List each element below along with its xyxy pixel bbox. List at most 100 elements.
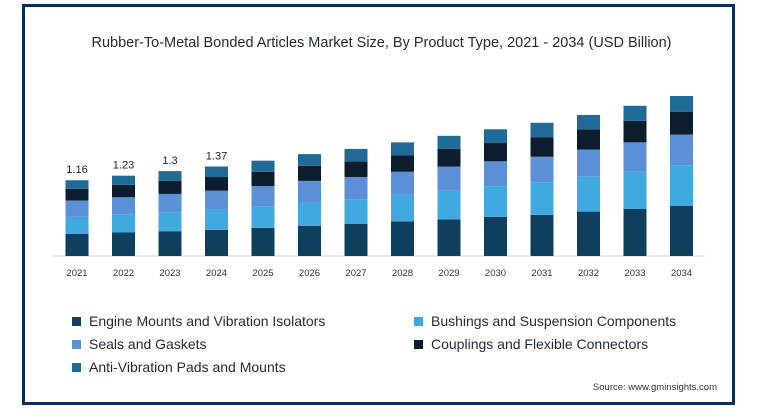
bar-segment <box>623 208 647 256</box>
legend-label: Couplings and Flexible Connectors <box>431 336 649 352</box>
bar-segment <box>298 180 321 203</box>
legend-label: Anti-Vibration Pads and Mounts <box>89 359 286 375</box>
source-note: Source: www.gminsights.com <box>592 382 717 393</box>
bar-segment <box>344 224 368 256</box>
bar-segment <box>205 166 228 177</box>
bar-segment <box>158 212 182 232</box>
bar-segment <box>437 148 461 167</box>
bar-segment <box>205 176 228 191</box>
bar-segment <box>577 211 600 256</box>
bar-segment <box>158 193 182 213</box>
legend-swatch <box>72 316 81 326</box>
bar-segment <box>577 176 600 212</box>
bar-segment <box>437 219 461 256</box>
bar-segment <box>530 214 554 256</box>
total-data-label: 1.3 <box>162 155 177 167</box>
bar-segment <box>344 176 368 200</box>
x-tick-label: 2033 <box>624 268 645 279</box>
bar-segment <box>205 190 228 210</box>
bar-segment <box>484 186 507 217</box>
bar-segment <box>251 186 275 207</box>
x-tick-label: 2027 <box>345 268 366 279</box>
bar-segment <box>623 171 647 209</box>
bar-segment <box>205 229 228 256</box>
bar-segment <box>391 221 414 256</box>
bar-segment <box>391 194 414 222</box>
bar-segment <box>530 137 554 157</box>
legend-anti-vibration-pads: Anti-Vibration Pads and Mounts <box>72 359 286 375</box>
legend-swatch <box>414 316 423 326</box>
legend-swatch <box>72 362 81 372</box>
total-data-label: 1.16 <box>66 164 87 176</box>
legend-seals-gaskets: Seals and Gaskets <box>72 336 207 352</box>
x-tick-label: 2034 <box>671 268 692 279</box>
stacked-bar-chart: 2021 1.16 2022 1.23 2023 1.3 2024 1.37 2025 2026 2… <box>52 96 705 279</box>
bar-segment <box>251 171 275 187</box>
bar-segment <box>158 171 182 181</box>
legend-label: Engine Mounts and Vibration Isolators <box>89 313 326 329</box>
bar-segment <box>391 142 414 156</box>
bar-segment <box>530 156 554 183</box>
legend-swatch <box>414 339 423 349</box>
bar-segment <box>298 225 321 256</box>
bar-segment <box>251 206 275 228</box>
bar-segment <box>530 122 554 138</box>
x-tick-label: 2022 <box>113 268 134 279</box>
legend-bushings: Bushings and Suspension Components <box>414 313 676 329</box>
legend-label: Seals and Gaskets <box>89 336 207 352</box>
x-tick-label: 2031 <box>531 268 552 279</box>
bar-segment <box>484 143 507 162</box>
bar-segment <box>344 199 368 224</box>
x-tick-label: 2021 <box>66 268 87 279</box>
legend-label: Bushings and Suspension Components <box>431 313 677 329</box>
bar-segment <box>251 160 275 172</box>
bar-segment <box>484 161 507 187</box>
x-tick-label: 2026 <box>299 268 320 279</box>
bar-segment <box>251 227 275 256</box>
bar-segment <box>205 209 228 230</box>
bar-segment <box>670 134 693 166</box>
bar-segment <box>437 190 461 220</box>
bar-segment <box>484 216 507 256</box>
bar-segment <box>670 165 693 206</box>
bar-segment <box>112 214 135 233</box>
x-tick-label: 2030 <box>485 268 506 279</box>
bar-segment <box>112 175 135 185</box>
bar-segment <box>484 129 507 144</box>
bar-segment <box>670 111 693 135</box>
x-tick-label: 2023 <box>159 268 180 279</box>
bar-segment <box>577 149 600 177</box>
bar-segment <box>65 216 89 234</box>
bar-segment <box>65 233 89 256</box>
legend-engine-mounts: Engine Mounts and Vibration Isolators <box>72 313 325 329</box>
chart-title: Rubber-To-Metal Bonded Articles Market S… <box>91 35 672 51</box>
bar-segment <box>65 180 89 189</box>
bar-segment <box>437 135 461 149</box>
bar-segment <box>112 232 135 256</box>
x-tick-label: 2024 <box>206 268 227 279</box>
legend-couplings: Couplings and Flexible Connectors <box>414 336 648 352</box>
bar-segment <box>298 202 321 226</box>
bar-segment <box>623 142 647 172</box>
bar-segment <box>65 188 89 201</box>
bar-segment <box>344 161 368 177</box>
bar-segment <box>391 171 414 195</box>
bar-segment <box>65 200 89 217</box>
x-tick-label: 2028 <box>392 268 413 279</box>
bar-segment <box>437 166 461 191</box>
bar-segment <box>623 105 647 121</box>
x-tick-label: 2032 <box>578 268 599 279</box>
bar-segment <box>112 184 135 198</box>
bar-segment <box>577 129 600 150</box>
bar-segment <box>530 182 554 215</box>
legend-swatch <box>72 339 81 349</box>
bar-segment <box>670 96 693 112</box>
bar-segment <box>344 148 368 162</box>
x-tick-label: 2029 <box>438 268 459 279</box>
bar-segment <box>298 154 321 166</box>
total-data-label: 1.37 <box>206 151 227 163</box>
x-tick-label: 2025 <box>252 268 273 279</box>
bar-segment <box>298 165 321 181</box>
bar-segment <box>670 205 693 256</box>
bar-segment <box>577 114 600 130</box>
